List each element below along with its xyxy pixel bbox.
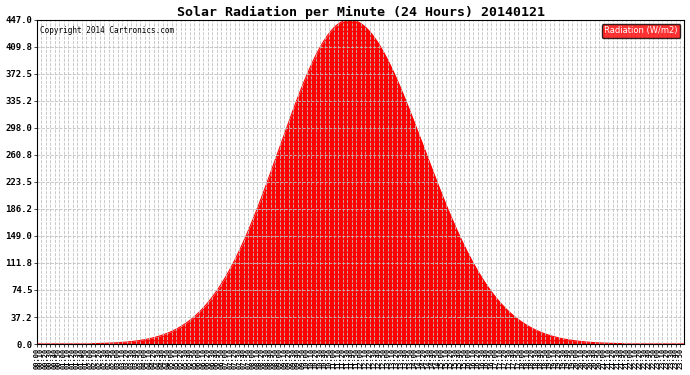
Title: Solar Radiation per Minute (24 Hours) 20140121: Solar Radiation per Minute (24 Hours) 20… — [177, 6, 544, 19]
Text: Copyright 2014 Cartronics.com: Copyright 2014 Cartronics.com — [40, 26, 174, 35]
Legend: Radiation (W/m2): Radiation (W/m2) — [602, 24, 680, 38]
